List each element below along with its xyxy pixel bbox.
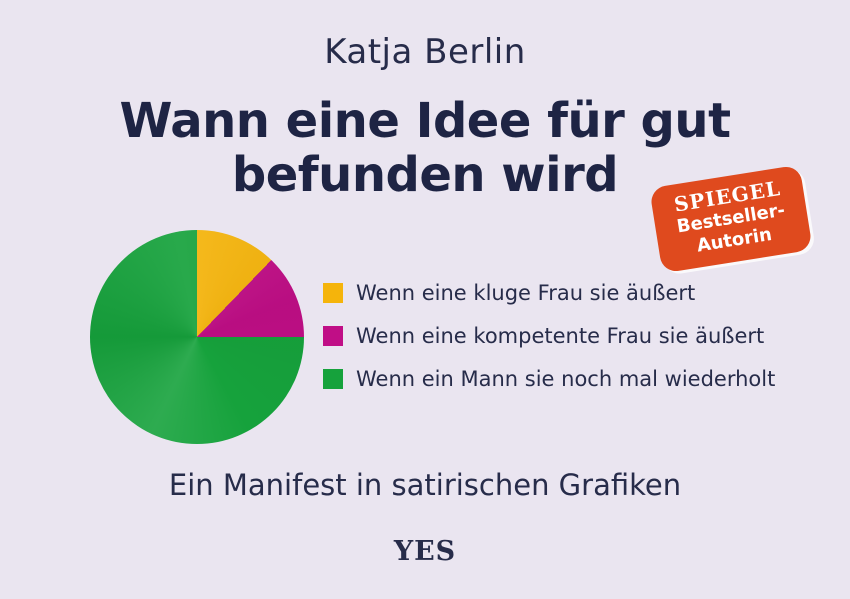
book-title: Wann eine Idee für gut befunden wird	[0, 93, 850, 204]
legend-item: Wenn eine kompetente Frau sie äußert	[323, 324, 775, 348]
legend-label: Wenn eine kluge Frau sie äußert	[356, 281, 696, 305]
legend-swatch-green	[323, 369, 343, 389]
book-subtitle: Ein Manifest in satirischen Grafiken	[168, 468, 682, 502]
legend-item: Wenn ein Mann sie noch mal wiederholt	[323, 367, 776, 391]
book-title-line-1: Wann eine Idee für gut	[119, 93, 731, 149]
legend-label: Wenn ein Mann sie noch mal wiederholt	[356, 367, 776, 391]
book-title-line-2: befunden wird	[231, 147, 619, 204]
legend-label: Wenn eine kompetente Frau sie äußert	[356, 324, 765, 348]
legend-swatch-magenta	[323, 326, 343, 346]
legend-swatch-yellow	[323, 283, 343, 303]
author-name: Katja Berlin	[324, 32, 526, 72]
publisher-logo: YES	[393, 536, 457, 567]
pie-legend: Wenn eine kluge Frau sie äußert Wenn ein…	[323, 281, 776, 391]
legend-item: Wenn eine kluge Frau sie äußert	[323, 281, 775, 305]
pie-chart	[90, 230, 304, 444]
